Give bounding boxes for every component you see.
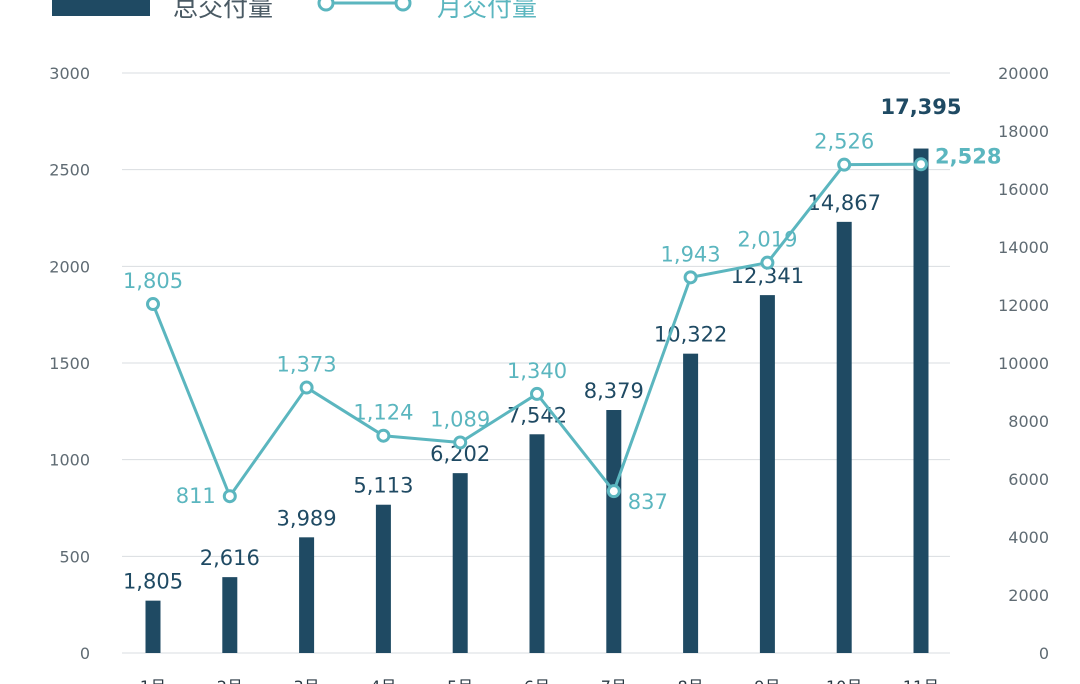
line-marker [299,380,314,395]
right-axis-tick-label: 10000 [998,354,1049,373]
line-marker [683,270,698,285]
bar [529,434,545,653]
bar-data-label: 5,113 [353,474,413,498]
left-axis-tick-label: 2000 [49,257,90,276]
bar-data-label: 1,805 [123,570,183,594]
left-axis-tick-label: 1500 [49,354,90,373]
bar [375,504,391,653]
line-series: 1,805 811 1,373 1,124 1,089 1,340 837 1,943 2,01… [123,130,1002,515]
x-axis-tick-label: 10月 [826,677,862,684]
legend: 总交付量 月交付量 [52,0,537,22]
line-marker [453,435,468,450]
line-marker [837,157,852,172]
line-marker [376,428,391,443]
right-axis-tick-label: 20000 [998,64,1049,83]
line-marker [606,484,621,499]
left-y-axis: 0 500 1000 1500 2000 2500 3000 [49,64,90,663]
left-axis-tick-label: 0 [80,644,90,663]
line-data-label: 1,373 [277,353,337,377]
bar [836,221,852,653]
legend-line-label: 月交付量 [437,0,537,22]
right-axis-tick-label: 4000 [1008,528,1049,547]
right-axis-tick-label: 14000 [998,238,1049,257]
x-axis-tick-label: 2月 [217,677,243,684]
x-axis-tick-label: 3月 [294,677,320,684]
line-data-label: 1,943 [661,242,721,266]
bar [683,353,699,653]
bar-data-label: 3,989 [277,506,337,530]
x-axis: 1月 2月 3月 4月 5月 6月 7月 8月 9月 10月 11月 [140,677,939,684]
right-axis-tick-label: 2000 [1008,586,1049,605]
line-marker [222,489,237,504]
line-marker [914,157,928,172]
right-axis-tick-label: 8000 [1008,412,1049,431]
legend-bar-swatch [52,0,150,16]
right-axis-tick-label: 16000 [998,180,1049,199]
line-marker [530,386,544,401]
x-axis-tick-label: 11月 [903,677,939,684]
bar-data-label: 8,379 [584,379,644,403]
x-axis-tick-label: 4月 [370,677,396,684]
legend-bar-label: 总交付量 [173,0,273,22]
bar-data-label: 10,322 [654,323,727,347]
line-data-label: 837 [628,490,668,514]
bar [759,295,775,653]
bar [222,577,238,653]
line-data-label: 2,526 [814,130,874,154]
line-data-label: 1,124 [353,401,413,425]
line-marker [760,255,775,270]
legend-line-marker-left [317,0,335,12]
line-marker [146,297,160,312]
bar-data-label: 14,867 [807,191,880,215]
line-data-label: 2,019 [737,228,797,252]
bar [452,473,468,653]
x-axis-tick-label: 6月 [524,677,550,684]
bar-series: 1,8052,6163,9895,1136,2027,5428,37910,32… [123,95,962,654]
left-axis-tick-label: 3000 [49,64,90,83]
right-axis-tick-label: 0 [1039,644,1049,663]
x-axis-tick-label: 7月 [601,677,627,684]
right-axis-tick-label: 12000 [998,296,1049,315]
right-axis-tick-label: 6000 [1008,470,1049,489]
x-axis-tick-label: 1月 [140,677,166,684]
bar [299,537,315,653]
line-data-label: 1,089 [430,407,490,431]
left-axis-tick-label: 1000 [49,451,90,470]
line-data-label: 2,528 [935,144,1001,168]
left-axis-tick-label: 2500 [49,161,90,180]
bar [145,600,161,653]
x-axis-tick-label: 8月 [678,677,704,684]
right-y-axis: 0 2000 4000 6000 8000 10000 12000 14000 16000 180… [998,64,1049,663]
line-data-label: 811 [176,484,216,508]
bar-data-label: 2,616 [200,546,260,570]
left-axis-tick-label: 500 [59,547,90,566]
x-axis-tick-label: 9月 [754,677,780,684]
bar [606,410,622,653]
bar [913,148,929,654]
line-data-label: 1,340 [507,359,567,383]
bar-data-label: 17,395 [880,95,961,119]
right-axis-tick-label: 18000 [998,122,1049,141]
line-data-label: 1,805 [123,269,183,293]
legend-line-marker-right [394,0,412,12]
x-axis-tick-label: 5月 [447,677,473,684]
